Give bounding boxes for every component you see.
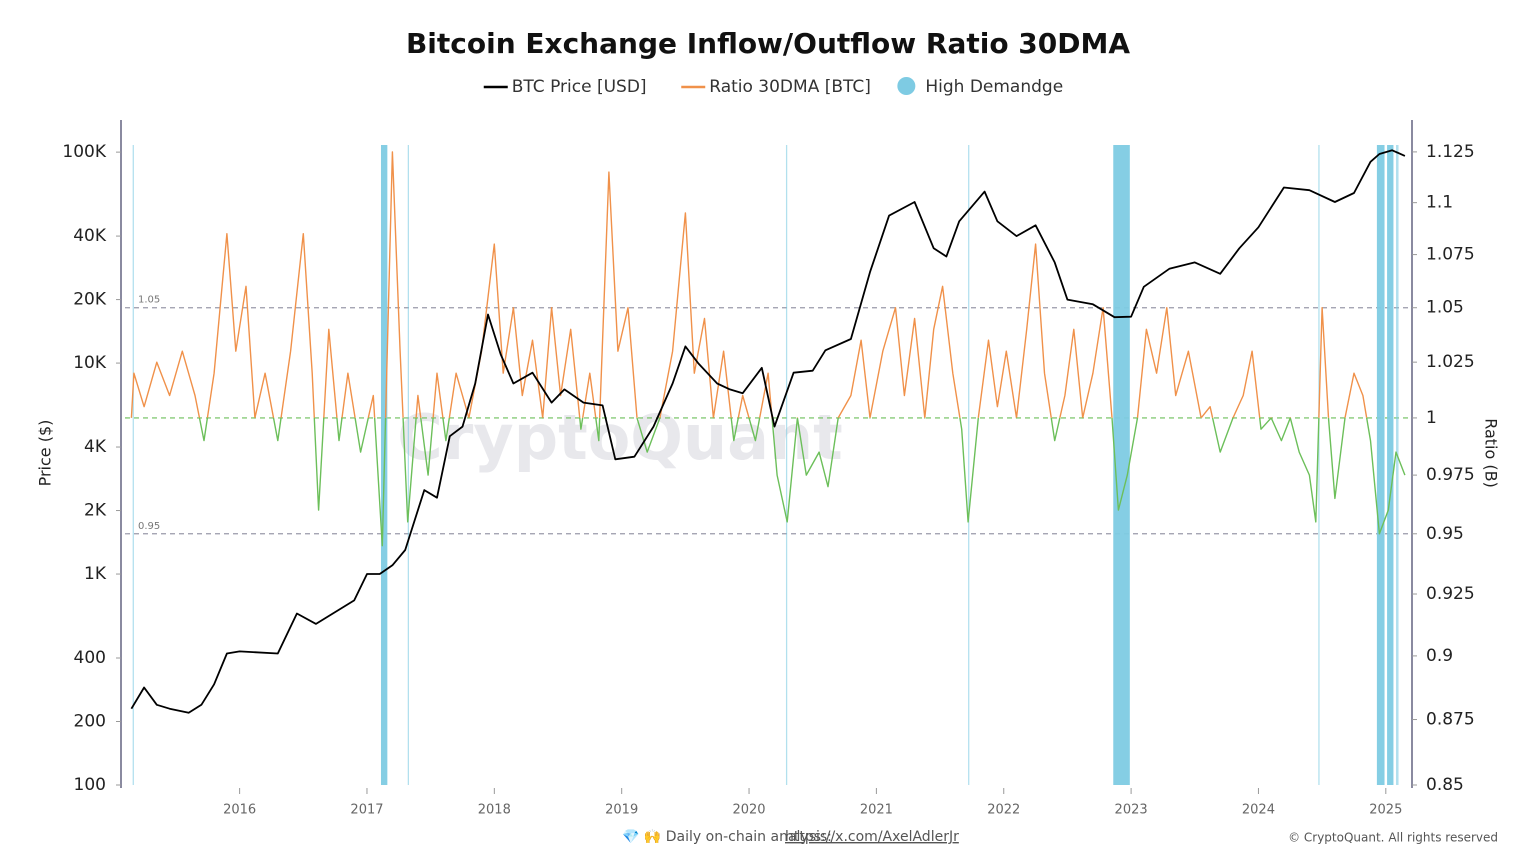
y-tick-label: 10K — [73, 353, 107, 373]
y2-tick-label: 0.975 — [1426, 465, 1475, 485]
y2-tick-label: 1.125 — [1426, 142, 1475, 162]
y-tick-label: 2K — [84, 501, 107, 521]
legend-label: Ratio 30DMA [BTC] — [709, 77, 871, 97]
y2-tick-label: 0.9 — [1426, 646, 1453, 666]
x-tick-label: 2021 — [860, 803, 893, 818]
y-tick-label: 200 — [74, 711, 106, 731]
x-tick-label: 2023 — [1115, 803, 1148, 818]
y-tick-label: 100K — [62, 142, 106, 162]
y2-axis-label: Ratio (B) — [1482, 418, 1501, 488]
legend-item[interactable]: Ratio 30DMA [BTC] — [681, 77, 871, 97]
y-tick-label: 400 — [74, 648, 106, 668]
footer-link[interactable]: https://x.com/AxelAdlerJr — [785, 829, 959, 845]
legend-item[interactable]: High Demandge — [897, 77, 1063, 97]
high-demand-band — [968, 145, 970, 785]
high-demand-band — [1387, 145, 1394, 785]
legend-label: BTC Price [USD] — [512, 77, 647, 97]
ratio-line-below — [131, 417, 1406, 547]
x-tick-label: 2016 — [223, 803, 256, 818]
y2-tick-label: 0.85 — [1426, 775, 1464, 795]
y-axis-label: Price ($) — [36, 420, 55, 487]
chart-title: Bitcoin Exchange Inflow/Outflow Ratio 30… — [406, 27, 1130, 60]
legend-item[interactable]: BTC Price [USD] — [483, 77, 647, 97]
y2-tick-label: 0.95 — [1426, 524, 1464, 544]
x-tick-label: 2025 — [1369, 803, 1402, 818]
legend: BTC Price [USD] Ratio 30DMA [BTC] High Dem… — [483, 77, 1063, 97]
y2-tick-label: 1.1 — [1426, 193, 1453, 213]
reference-label: 1.05 — [138, 295, 160, 306]
high-demand-band — [1318, 145, 1320, 785]
ratio-line — [130, 151, 1368, 418]
y2-tick-label: 1.05 — [1426, 298, 1464, 318]
high-demand-band — [1376, 145, 1385, 785]
x-tick-label: 2018 — [478, 803, 511, 818]
reference-label: 0.95 — [138, 521, 160, 532]
watermark: CryptoQuant — [397, 401, 843, 474]
x-tick-label: 2022 — [987, 803, 1020, 818]
x-tick-label: 2020 — [732, 803, 765, 818]
y2-tick-label: 0.875 — [1426, 710, 1475, 730]
footer-text: 💎 🙌 Daily on-chain analysis: — [622, 828, 832, 845]
legend-label: High Demandge — [925, 77, 1063, 97]
y-tick-label: 20K — [73, 290, 107, 310]
y-tick-label: 4K — [84, 437, 107, 457]
y-tick-label: 1K — [84, 564, 107, 584]
y2-tick-label: 0.925 — [1426, 584, 1475, 604]
y-tick-label: 40K — [73, 226, 107, 246]
y-tick-label: 100 — [74, 775, 106, 795]
legend-swatch — [897, 77, 916, 95]
price-line — [130, 149, 1406, 714]
x-tick-label: 2017 — [350, 803, 383, 818]
y2-tick-label: 1 — [1426, 408, 1437, 428]
x-tick-label: 2024 — [1242, 803, 1275, 818]
high-demand-band — [785, 145, 788, 785]
y2-tick-label: 1.075 — [1426, 245, 1475, 265]
high-demand-band — [132, 145, 134, 785]
x-tick-label: 2019 — [605, 803, 638, 818]
copyright: © CryptoQuant. All rights reserved — [1288, 831, 1498, 845]
y2-tick-label: 1.025 — [1426, 352, 1475, 372]
high-demand-band — [1395, 145, 1399, 785]
high-demand-band — [407, 145, 409, 785]
high-demand-band — [1113, 145, 1130, 785]
